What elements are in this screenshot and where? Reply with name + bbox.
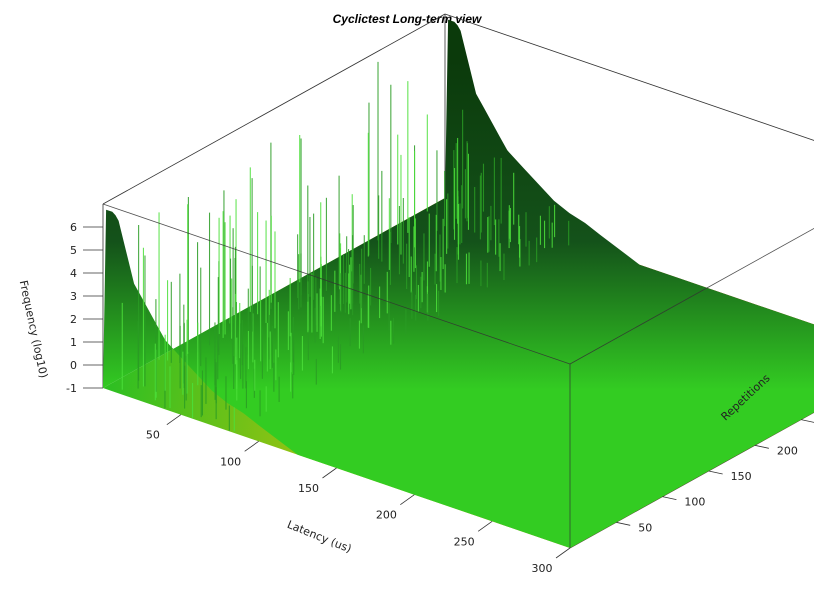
z-tick-label: 4: [70, 267, 77, 280]
x-tick-label: 300: [532, 562, 553, 575]
x-tick: [477, 521, 493, 532]
box-edge: [444, 13, 814, 141]
x-tick-label: 250: [454, 535, 475, 548]
y-tick: [662, 496, 677, 501]
y-tick-label: 50: [638, 521, 652, 534]
y-tick: [616, 521, 631, 526]
z-tick-label: 1: [70, 336, 77, 349]
y-tick: [708, 470, 723, 475]
box-edge: [569, 227, 814, 365]
x-axis-label: Latency (us): [285, 518, 353, 556]
chart-title: Cyclictest Long-term view: [332, 12, 482, 26]
y-tick: [800, 419, 814, 423]
y-tick: [754, 444, 769, 449]
z-tick-label: 3: [70, 290, 77, 303]
y-tick-label: 150: [731, 470, 752, 483]
z-tick-label: 0: [70, 359, 77, 372]
x-tick-label: 200: [376, 509, 397, 522]
x-tick-label: 50: [146, 429, 160, 442]
y-tick-label: 200: [777, 444, 798, 457]
x-tick: [400, 494, 415, 505]
plot-box-front: [102, 203, 814, 548]
box-edge: [102, 13, 446, 205]
y-tick-label: 100: [684, 496, 705, 509]
x-tick: [166, 414, 182, 425]
axis-ticks: 5010015020025030050100150200250300350-10…: [66, 221, 814, 575]
surface-spikes: [121, 61, 570, 432]
x-tick: [244, 441, 259, 452]
z-tick-label: 5: [70, 244, 77, 257]
box-edge: [102, 203, 571, 365]
x-tick-label: 150: [298, 482, 319, 495]
x-tick: [555, 547, 571, 559]
surface-wall: [103, 19, 814, 548]
z-axis-label: Frequency (log10): [17, 279, 50, 379]
z-tick-label: 2: [70, 313, 77, 326]
z-tick-label: -1: [66, 382, 77, 395]
x-tick-label: 100: [220, 455, 241, 468]
x-tick: [322, 467, 337, 479]
z-tick-label: 6: [70, 221, 77, 234]
